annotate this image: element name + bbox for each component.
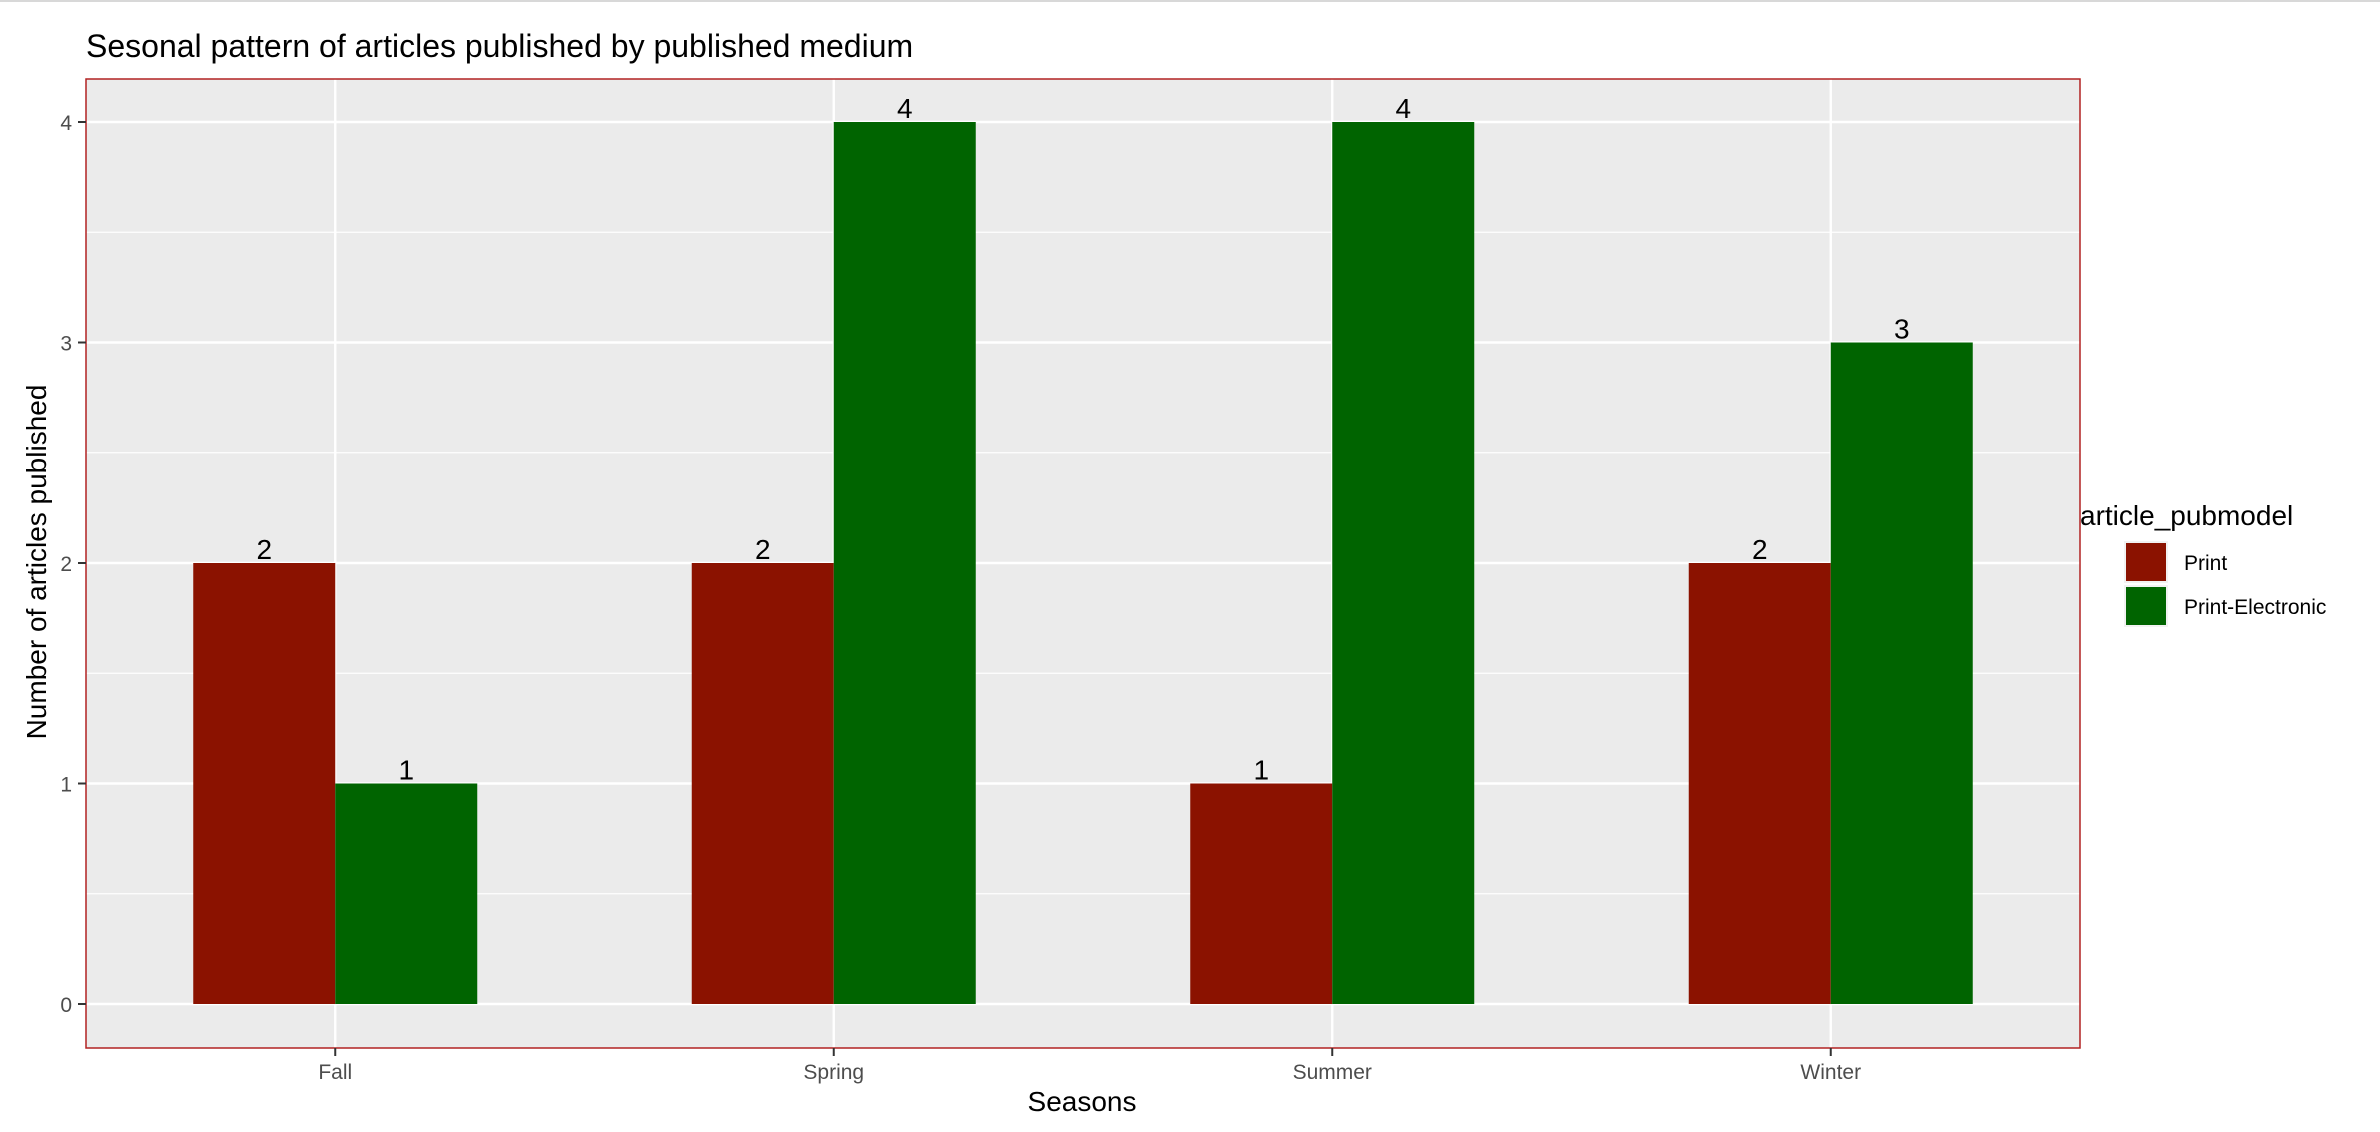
bar-print-electronic-fall bbox=[335, 783, 478, 1004]
bar-print-electronic-winter bbox=[1830, 342, 1973, 1004]
bars bbox=[193, 122, 1973, 1004]
data-label: 3 bbox=[1894, 314, 1910, 345]
data-label: 4 bbox=[1395, 93, 1411, 124]
legend-swatch bbox=[2126, 543, 2166, 581]
data-labels: 2 2 1 2 1 4 4 3 bbox=[256, 93, 1909, 786]
data-label: 2 bbox=[256, 534, 272, 565]
bar-print-electronic-summer bbox=[1332, 122, 1475, 1004]
bar-print-electronic-spring bbox=[833, 122, 976, 1004]
y-axis-title: Number of articles published bbox=[21, 385, 52, 740]
chart-title: Sesonal pattern of articles published by… bbox=[86, 28, 913, 64]
legend-title: article_pubmodel bbox=[2080, 500, 2293, 531]
data-label: 2 bbox=[755, 534, 771, 565]
x-axis-title: Seasons bbox=[1028, 1086, 1137, 1117]
x-axis: Fall Spring Summer Winter bbox=[318, 1048, 1861, 1084]
y-tick-label: 1 bbox=[60, 774, 72, 797]
data-label: 1 bbox=[1253, 755, 1269, 786]
legend-label: Print-Electronic bbox=[2184, 596, 2326, 619]
x-tick-label: Fall bbox=[318, 1061, 352, 1084]
x-tick-label: Summer bbox=[1293, 1061, 1372, 1084]
y-axis: 0 1 2 3 4 bbox=[60, 112, 86, 1017]
y-tick-label: 4 bbox=[60, 112, 72, 135]
y-tick-label: 0 bbox=[60, 994, 72, 1017]
bar-print-fall bbox=[193, 563, 336, 1004]
x-tick-label: Spring bbox=[803, 1061, 864, 1084]
legend-swatch bbox=[2126, 587, 2166, 625]
data-label: 2 bbox=[1752, 534, 1768, 565]
bar-print-summer bbox=[1190, 783, 1333, 1004]
bar-print-spring bbox=[691, 563, 834, 1004]
legend: article_pubmodel Print Print-Electronic bbox=[2080, 500, 2326, 627]
y-tick-label: 3 bbox=[60, 333, 72, 356]
bar-print-winter bbox=[1688, 563, 1831, 1004]
data-label: 4 bbox=[897, 93, 913, 124]
data-label: 1 bbox=[398, 755, 414, 786]
legend-label: Print bbox=[2184, 552, 2227, 575]
x-tick-label: Winter bbox=[1800, 1061, 1861, 1084]
y-tick-label: 2 bbox=[60, 553, 72, 576]
